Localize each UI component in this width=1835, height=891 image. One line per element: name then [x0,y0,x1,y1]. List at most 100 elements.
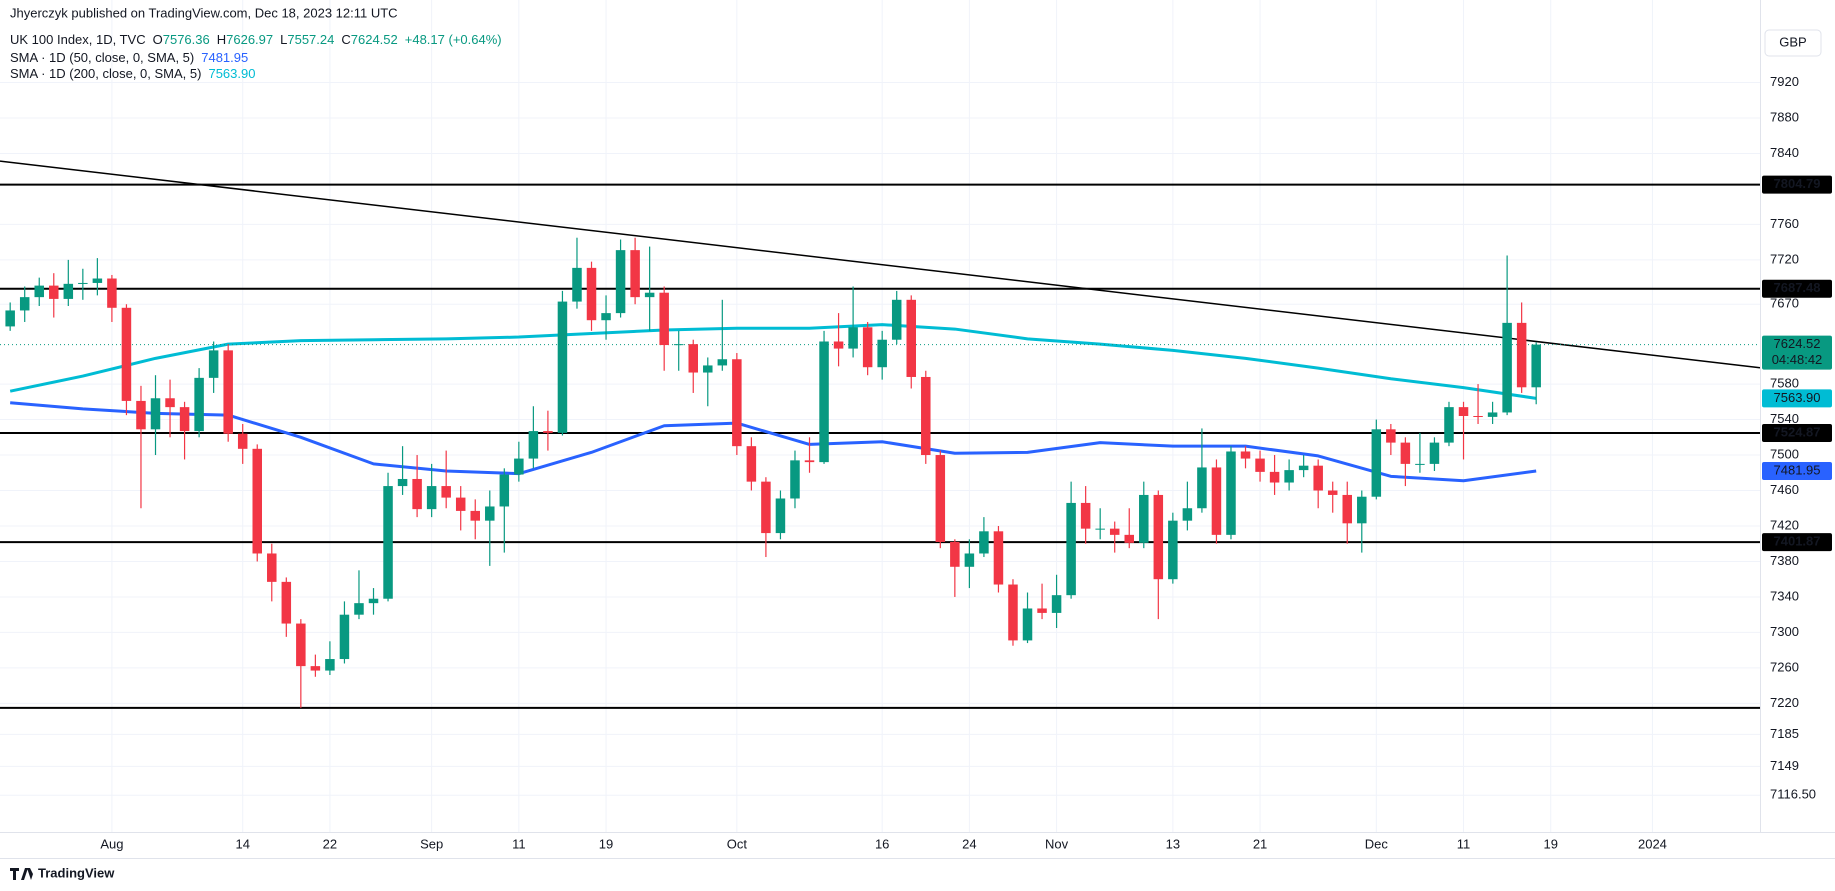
level-label: 7524.87 [1774,424,1821,439]
candle-body [1109,528,1120,535]
trendline [0,160,1761,369]
sma-value: 7481.95 [201,50,248,65]
y-tick-label: 7540 [1770,411,1799,426]
candle-body [267,553,277,582]
candle-body [572,267,582,302]
x-tick-label: Dec [1365,836,1389,851]
brand: TradingView [10,865,115,880]
candle-body [1211,467,1222,535]
candle-body [1516,322,1527,388]
level-label: 7687.48 [1774,280,1821,295]
candle-body [1269,471,1280,483]
candle-body [979,531,989,554]
sma-value: 7563.90 [208,66,255,81]
ohlc-key: C [341,32,350,47]
candle-body [819,341,829,463]
candle-body [703,365,713,373]
level-label: 7804.79 [1774,176,1821,191]
candle-body [862,327,873,368]
candle-body [848,327,858,349]
y-tick-label: 7920 [1770,74,1799,89]
sma-name: SMA · 1D (50, close, 0, SMA, 5) [10,50,194,65]
candle-body [877,339,887,368]
candle-body [165,398,175,408]
candle-body [310,666,321,671]
last-price-label-bg [1762,335,1832,370]
y-tick-label: 7880 [1770,109,1799,124]
candle-body [1400,442,1411,464]
candle-body [1153,494,1164,580]
candle-body [92,278,103,283]
brand-logo [10,868,33,880]
candle-body [790,460,800,499]
candle-body [935,455,946,542]
y-tick-label: 7580 [1770,376,1799,391]
candle-body [194,377,204,432]
y-tick-label: 7840 [1770,145,1799,160]
sma-legend: SMA · 1D (50, close, 0, SMA, 5) 7481.95 [10,50,248,65]
candle-body [906,299,916,377]
candle-body [557,301,568,433]
x-tick-label: 11 [512,836,526,851]
sma-line [9,323,1537,400]
sma-label: 7481.95 [1774,462,1821,477]
candle-body [208,350,219,378]
currency-button-frame[interactable] [1764,29,1822,57]
price-change: +48.17 (+0.64%) [405,32,502,47]
candle-body [717,359,728,366]
candle-body [63,283,74,299]
currency-label[interactable]: GBP [1779,34,1806,49]
candle-body [1371,429,1382,497]
candle-body [528,431,539,459]
y-tick-label: 7460 [1770,482,1799,497]
candle-body [775,498,786,534]
last-price-label: 7624.52 [1774,336,1821,351]
y-tick-label: 7149 [1770,758,1799,773]
candle-body [1080,502,1091,529]
symbol-name: UK 100 Index, 1D, TVC [10,32,146,47]
ohlc-key: L [280,32,287,47]
candle-body [1240,451,1251,459]
sma-legend: SMA · 1D (200, close, 0, SMA, 5) 7563.90 [10,66,255,81]
candle-body [1531,344,1541,388]
candle-body [339,614,350,660]
y-tick-label: 7340 [1770,588,1799,603]
bar-countdown: 04:48:42 [1772,352,1823,367]
candle-body [804,460,815,463]
axis-layer: 7920 7880 7840 7760 7720 7670 7580 7540 7500 7460… [100,74,1832,851]
line-layer [0,160,1761,709]
candle-body [470,510,480,521]
candle-body [1342,494,1353,524]
candle-body [1124,534,1134,543]
candle-body [1313,465,1323,491]
candle-body [1022,608,1033,641]
candle-body [252,448,262,554]
candle-body [485,506,495,521]
y-tick-label: 7760 [1770,216,1799,231]
x-tick-label: 21 [1253,836,1267,851]
symbol-legend: UK 100 Index, 1D, TVC O7576.36 H7626.97 L75… [10,32,502,47]
candle-body [1051,595,1062,613]
grid-layer [0,0,1760,832]
ohlc-key: H [217,32,226,47]
candle-body [1037,608,1047,613]
candle-body [1255,458,1265,472]
candle-body [136,400,146,430]
level-label-bg [1762,423,1832,442]
candle-body [950,541,960,567]
candle-body [223,350,233,434]
sma-line [10,401,1537,483]
ohlc-value: 7624.52 [351,32,398,47]
candle-body [659,292,669,346]
publisher-note: Jhyerczyk published on TradingView.com, … [10,5,398,20]
currency-button[interactable]: GBP [1764,29,1822,57]
y-tick-label: 7670 [1770,296,1799,311]
candle-body [1415,463,1425,465]
candle-body [1473,416,1483,417]
candle-body [368,598,379,604]
level-label-bg [1762,279,1832,298]
y-tick-label: 7116.50 [1770,787,1816,802]
y-tick-label: 7300 [1770,624,1799,639]
candle-body [1327,490,1338,495]
level-label: 7401.87 [1774,534,1821,549]
